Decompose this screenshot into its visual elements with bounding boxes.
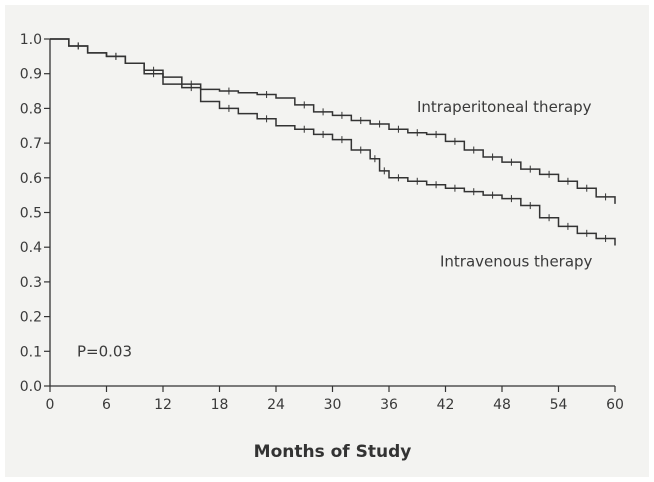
y-tick-label-2: 0.2: [20, 310, 42, 326]
x-tick-label-24: 24: [267, 397, 285, 413]
censor-marks-1: [77, 42, 607, 243]
y-tick-label-10: 1.0: [20, 32, 42, 48]
series-layer: [50, 38, 616, 246]
x-tick-label-6: 6: [102, 397, 111, 413]
axes: [49, 39, 615, 387]
x-tick-label-54: 54: [550, 397, 568, 413]
series-label-intravenous: Intravenous therapy: [440, 252, 593, 270]
x-tick-label-42: 42: [437, 397, 455, 413]
y-tick-label-6: 0.6: [20, 171, 42, 187]
x-tick-label-48: 48: [493, 397, 511, 413]
y-tick-label-1: 0.1: [20, 344, 42, 360]
x-tick-label-60: 60: [606, 397, 624, 413]
series-line-1: [50, 38, 616, 246]
x-axis-ticks: 0 6 12 18 24 30 36 42 48 54 60: [46, 386, 624, 413]
chart-panel: 0 6 12 18 24 30 36 42 48 54 60 0.0 0.1 0.2 0.3 0.4 0.5 0…: [5, 5, 649, 477]
x-tick-label-18: 18: [211, 397, 229, 413]
censor-marks-0: [77, 42, 607, 201]
x-tick-label-12: 12: [154, 397, 172, 413]
p-value-annotation: P=0.03: [77, 343, 132, 361]
survival-chart: 0 6 12 18 24 30 36 42 48 54 60 0.00.10.20.30.40.50…: [20, 32, 624, 462]
y-tick-label-3: 0.3: [20, 275, 42, 291]
y-tick-label-4: 0.4: [20, 240, 42, 256]
labels-layer: Months of Study Intraperitoneal therapy …: [77, 98, 593, 462]
y-tick-label-8: 0.8: [20, 101, 42, 117]
y-tick-label-9: 0.9: [20, 67, 42, 83]
x-tick-label-36: 36: [380, 397, 398, 413]
x-tick-label-0: 0: [46, 397, 55, 413]
x-axis-title: Months of Study: [254, 442, 412, 462]
y-axis-ticks: 0.0 0.1 0.2 0.3 0.4 0.5 0.6 0.7 0.8 0.9 1.0: [20, 32, 50, 395]
y-tick-label-5: 0.5: [20, 206, 42, 222]
y-tick-label-0: 0.0: [20, 379, 42, 395]
x-tick-label-30: 30: [324, 397, 342, 413]
y-tick-label-7: 0.7: [20, 136, 42, 152]
series-label-intraperitoneal: Intraperitoneal therapy: [417, 98, 592, 116]
